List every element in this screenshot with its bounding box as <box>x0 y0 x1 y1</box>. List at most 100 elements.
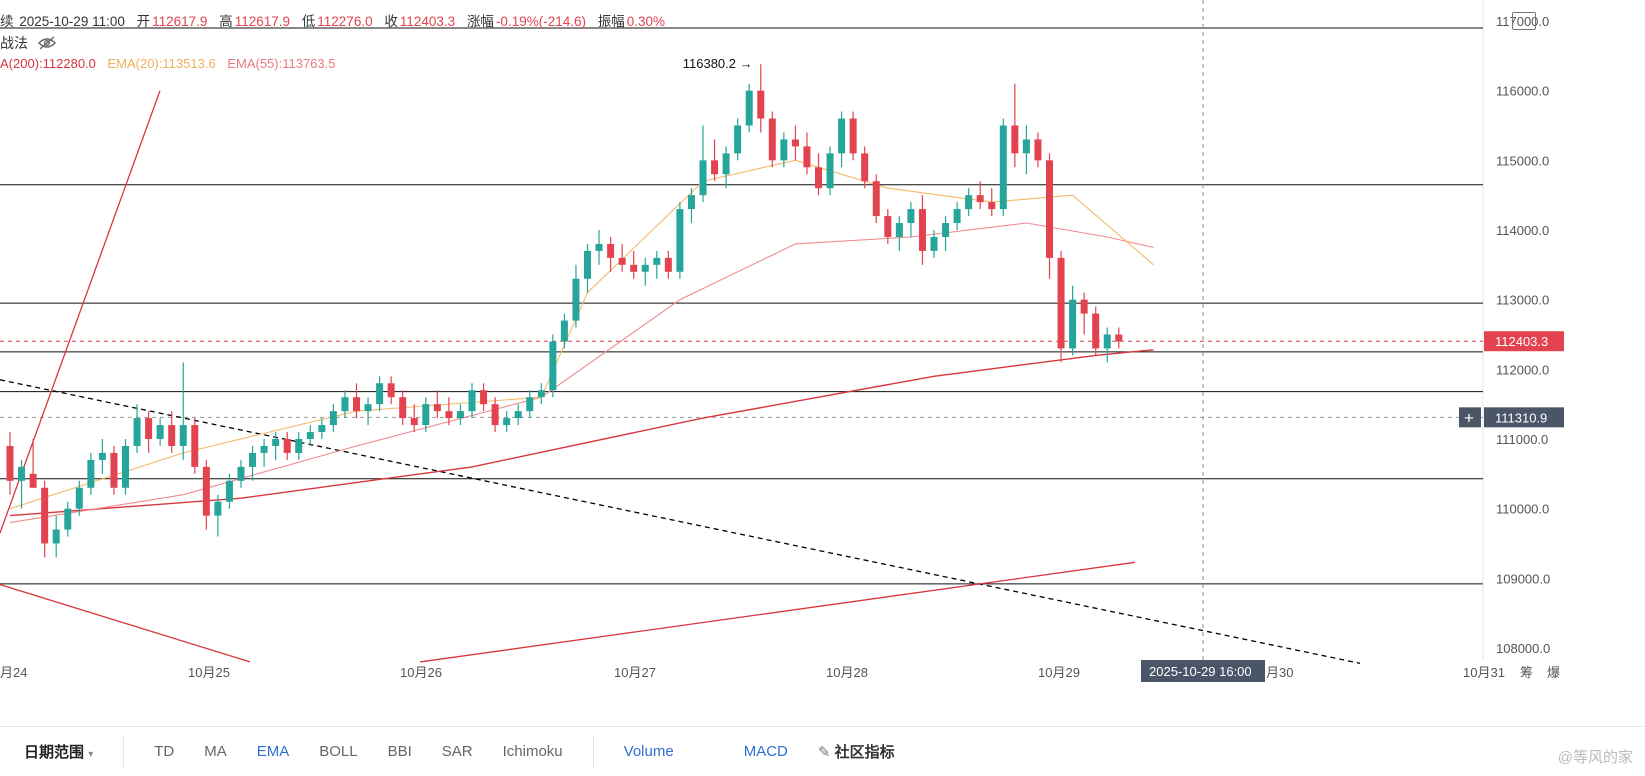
toolbar-divider <box>592 734 594 769</box>
chevron-down-icon: ▾ <box>88 749 94 760</box>
strategy-label: 战法 <box>0 35 28 51</box>
candle-body <box>607 243 615 258</box>
ema55-legend: EMA(55):113763.5 <box>227 56 336 71</box>
current-price-tag <box>1484 331 1564 352</box>
change-label: 涨幅 <box>466 14 494 29</box>
candle-body <box>549 341 557 391</box>
candle-body <box>1057 257 1065 349</box>
candle-body <box>618 257 626 265</box>
x-tick-label: 月24 <box>0 665 27 680</box>
x-tick-label: 10月29 <box>1038 665 1080 680</box>
y-tick-label: 114000.0 <box>1496 223 1549 238</box>
candle-body <box>29 473 37 488</box>
candle-body <box>399 397 407 419</box>
candle-body <box>1103 334 1111 349</box>
candle-body <box>456 411 464 419</box>
date-range-button[interactable]: 日期范围 ▾ <box>24 741 93 762</box>
candle-body <box>202 466 210 516</box>
ohlc-datetime: 2025-10-29 11:00 <box>19 14 125 29</box>
candle-body <box>861 153 869 182</box>
volume-button[interactable]: Volume <box>623 743 674 760</box>
crosshair-plus-button <box>1459 407 1481 428</box>
candle-body <box>376 383 384 405</box>
y-tick-label: 116000.0 <box>1496 84 1549 99</box>
price-chart[interactable]: 116380.2 →117000.0116000.0115000.0114000… <box>0 0 1645 726</box>
ohlc-prefix: 续 <box>0 14 14 29</box>
community-indicator-button[interactable]: ✎ 社区指标 <box>818 741 895 762</box>
candle-body <box>780 139 788 161</box>
candle-body <box>595 243 603 251</box>
candle-body <box>272 439 280 446</box>
candle-body <box>283 439 291 453</box>
amplitude-value: 0.30% <box>626 14 666 29</box>
community-indicator-label: 社区指标 <box>834 744 895 761</box>
close-value: 112403.3 <box>399 14 456 29</box>
ema-legend: A(200):112280.0 EMA(20):113513.6 EMA(55)… <box>0 56 343 71</box>
trend-line <box>0 90 161 534</box>
candle-body <box>653 257 661 265</box>
candle-body <box>815 167 822 189</box>
ema20-line <box>9 159 1154 510</box>
candle-body <box>884 216 892 237</box>
candle-body <box>179 425 187 446</box>
ichimoku-button[interactable]: Ichimoku <box>502 743 563 760</box>
candle-body <box>6 445 14 481</box>
candle-body <box>191 425 199 467</box>
candle-body <box>214 501 222 516</box>
sar-button[interactable]: SAR <box>441 743 473 760</box>
eye-off-icon[interactable] <box>38 36 56 50</box>
td-button[interactable]: TD <box>154 743 175 760</box>
fullscreen-icon[interactable] <box>1512 12 1536 30</box>
candle-body <box>584 250 591 279</box>
candle-body <box>1034 139 1042 161</box>
candle-body <box>976 195 984 203</box>
candle-body <box>225 480 233 502</box>
candle-body <box>52 529 60 544</box>
candle-body <box>1080 299 1088 314</box>
candle-body <box>1011 125 1019 154</box>
candle-body <box>711 160 719 175</box>
candle-body <box>942 223 950 237</box>
candle-body <box>41 487 49 544</box>
candle-body <box>156 425 164 439</box>
candle-body <box>699 160 707 196</box>
candle-body <box>791 139 799 147</box>
trend-line <box>419 561 1136 663</box>
candle-body <box>295 439 303 453</box>
candle-body <box>872 181 880 217</box>
candle-body <box>930 236 938 251</box>
ma-button[interactable]: MA <box>204 743 227 760</box>
y-tick-label: 113000.0 <box>1496 293 1549 308</box>
candle-body <box>907 209 915 224</box>
candle-body <box>422 404 430 426</box>
candle-body <box>75 487 83 509</box>
trend-line <box>0 583 251 663</box>
ema-button[interactable]: EMA <box>256 743 290 760</box>
candle-body <box>895 223 903 237</box>
x-tick-label: 10月31 <box>1463 665 1505 680</box>
candle-body <box>641 264 649 272</box>
y-tick-label: 112000.0 <box>1496 362 1549 377</box>
candle-body <box>260 445 268 453</box>
strategy-row: 战法 <box>0 33 56 53</box>
candle-body <box>965 195 973 210</box>
boll-button[interactable]: BOLL <box>319 743 358 760</box>
watermark: @等风的家 <box>1557 749 1633 766</box>
candle-body <box>745 90 753 126</box>
candle-body <box>1115 334 1123 342</box>
candle-body <box>630 264 638 272</box>
toolbar-divider <box>123 734 125 769</box>
candle-body <box>953 209 961 224</box>
candle-body <box>503 418 511 426</box>
macd-button[interactable]: MACD <box>743 743 788 760</box>
indicator-toolbar: 日期范围 ▾ TD MA EMA BOLL BBI SAR Ichimoku V… <box>0 726 1645 776</box>
x-tick-label: 月30 <box>1266 665 1293 680</box>
high-label: 高 <box>219 14 233 29</box>
peak-label: 116380.2 → <box>683 56 753 71</box>
x-tick-label: 10月25 <box>188 665 230 680</box>
candle-body <box>1046 160 1053 258</box>
candle-body <box>468 390 476 412</box>
bbi-button[interactable]: BBI <box>387 743 412 760</box>
candle-body <box>491 404 499 426</box>
candle-body <box>122 445 129 488</box>
